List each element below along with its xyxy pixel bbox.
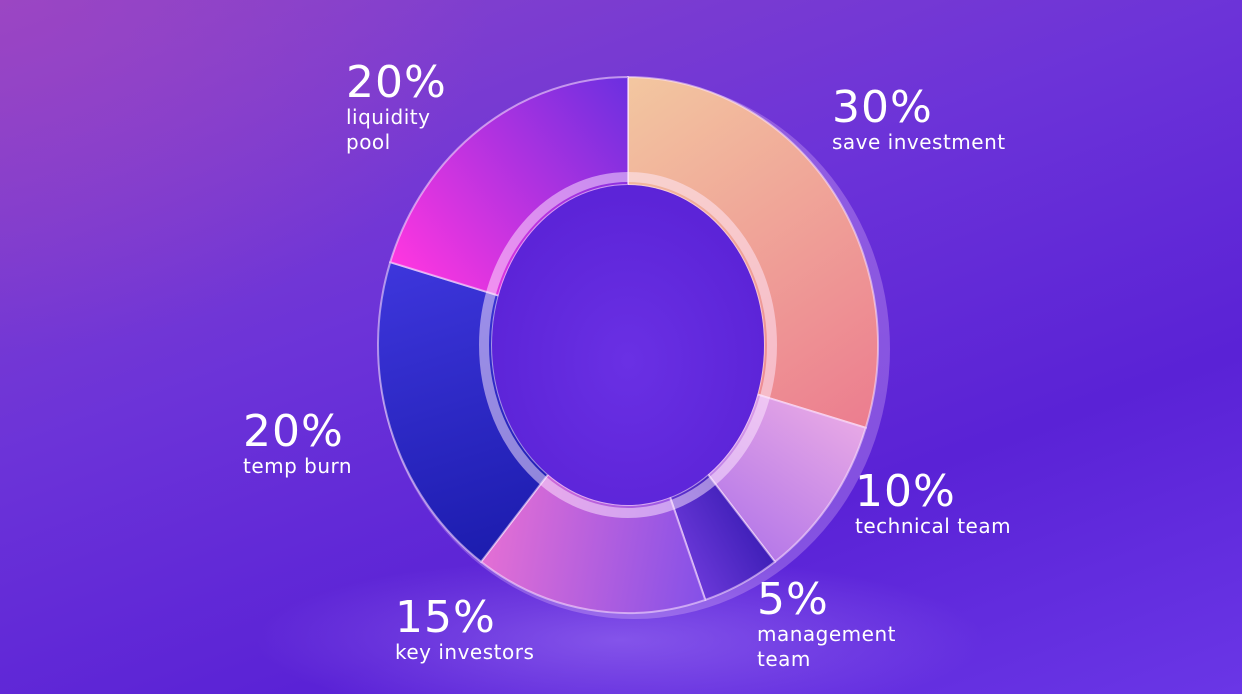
category-label-temp-burn: temp burn [243,454,353,478]
category-label-technical-team: technical team [855,514,1012,538]
category-label-key-investors: key investors [395,640,535,664]
donut-hole [492,185,764,505]
category-label-save-investment: save investment [832,130,1006,154]
value-label-technical-team: 10% [855,466,956,517]
category-label-liquidity-pool: liquidity pool [346,105,431,154]
value-label-management-team: 5% [757,574,829,625]
label-key-investors: 15% key investors [395,596,534,665]
label-save-investment: 30% save investment [832,86,1006,155]
category-label-management-team: management team [757,622,896,671]
label-temp-burn: 20% temp burn [243,410,352,479]
label-liquidity-pool: 20% liquidity pool [346,61,447,155]
inner-highlight [479,172,777,518]
value-label-liquidity-pool: 20% [346,57,447,108]
value-label-save-investment: 30% [832,82,933,133]
label-technical-team: 10% technical team [855,470,1011,539]
label-management-team: 5% management team [757,578,896,672]
value-label-temp-burn: 20% [243,406,344,457]
value-label-key-investors: 15% [395,592,496,643]
